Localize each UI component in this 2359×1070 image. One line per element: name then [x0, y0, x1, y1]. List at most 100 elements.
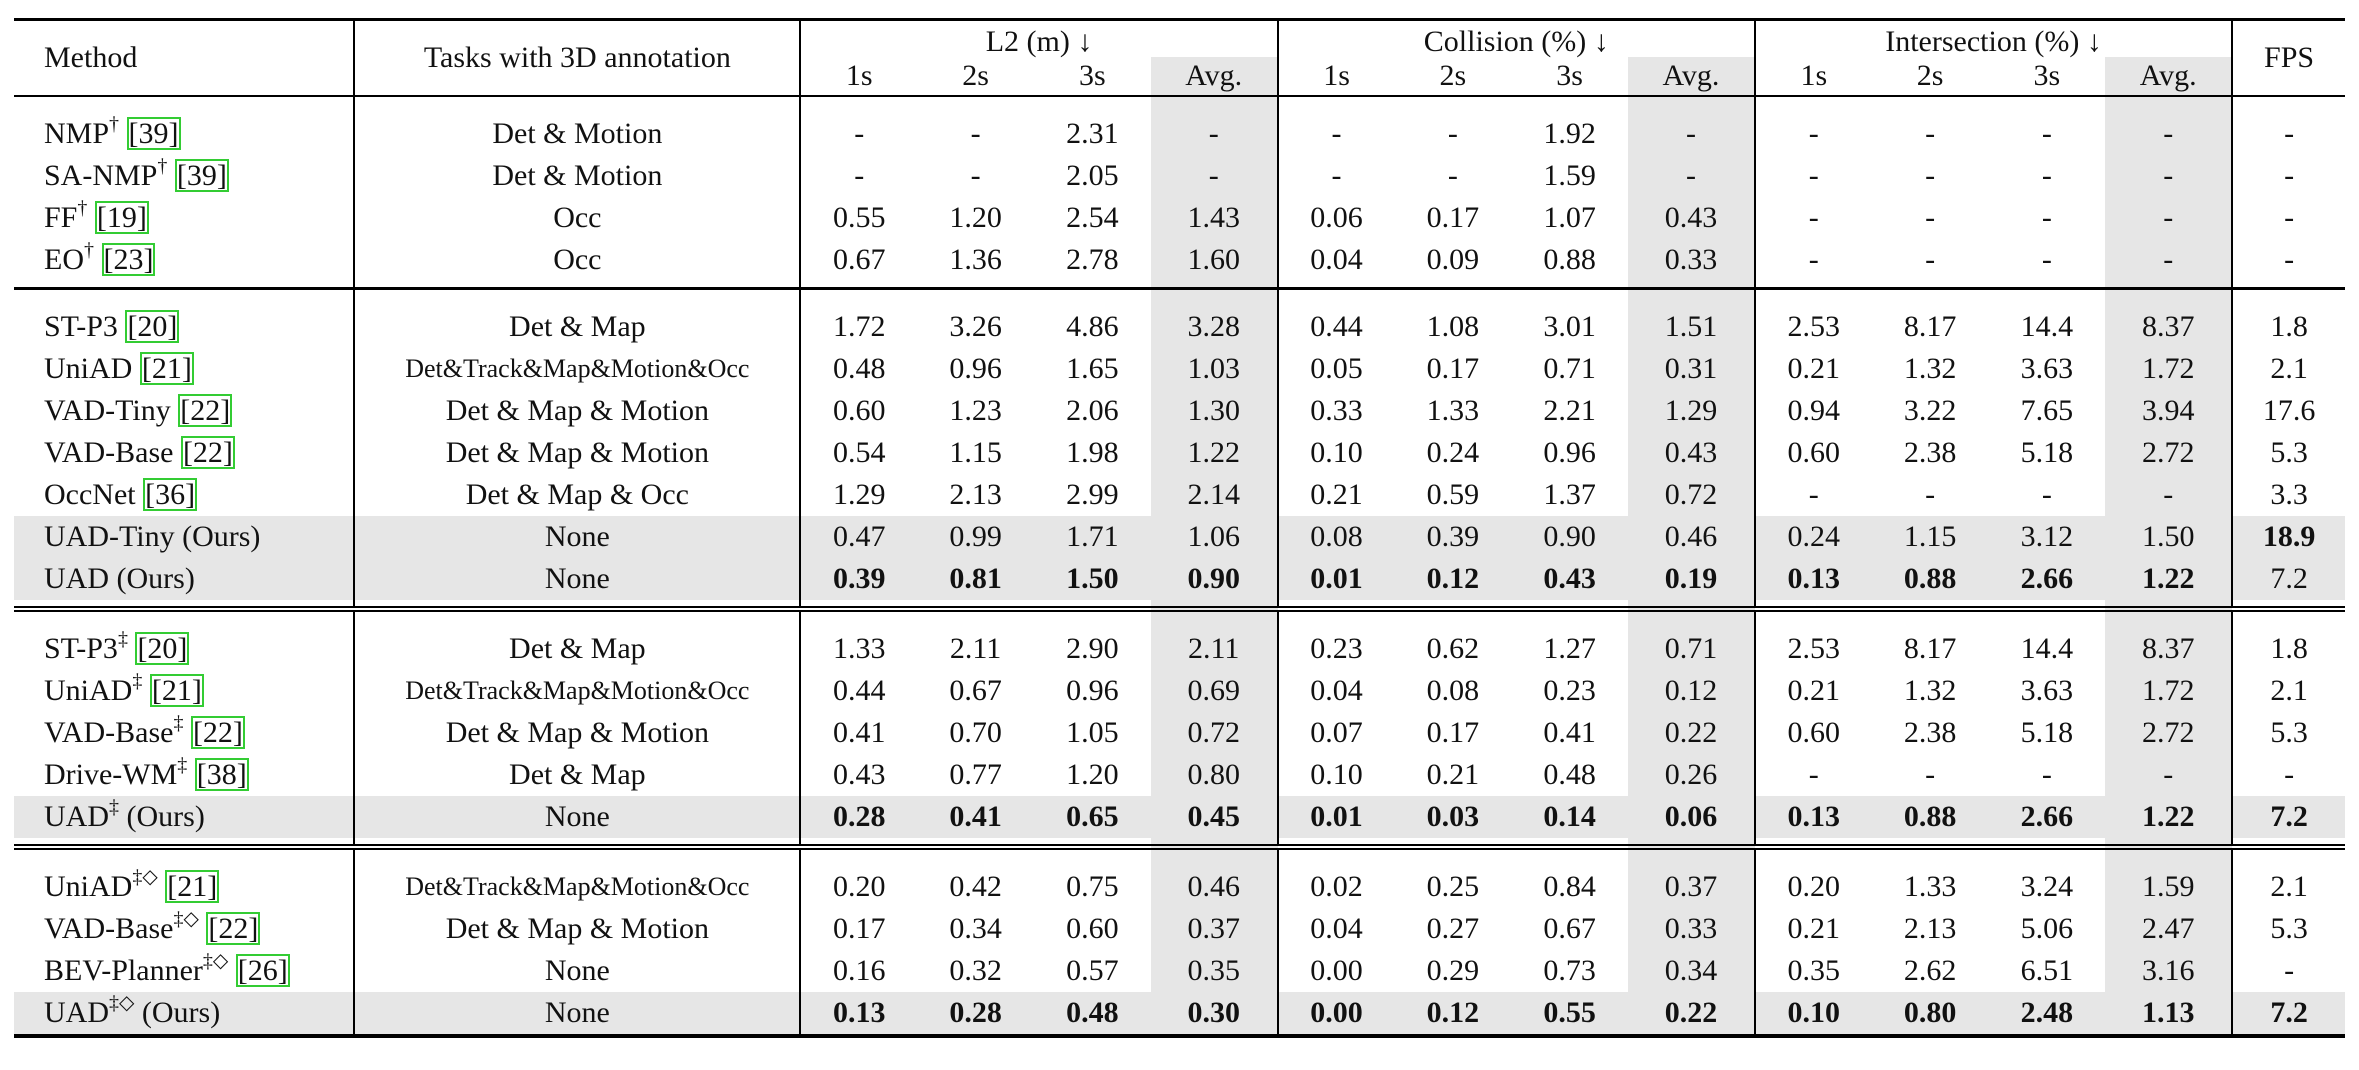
- value-cell: 14.4: [2020, 632, 2074, 665]
- method-name: OccNet: [44, 478, 136, 511]
- citation-link[interactable]: [21]: [139, 352, 194, 385]
- value-cell: 1.43: [1150, 197, 1278, 239]
- collision-group-header: Collision (%) ↓: [1276, 18, 1755, 57]
- method-cell: UniAD [21]: [14, 348, 354, 390]
- value-cell: 0.70: [949, 716, 1002, 749]
- value-cell: 2.78: [1066, 243, 1119, 276]
- tasks-cell: Det&Track&Map&Motion&Occ: [353, 670, 801, 712]
- method-name: FF: [44, 201, 78, 234]
- table-row: VAD-Base‡◇ [22] Det & Map & Motion 0.17 0.3…: [14, 908, 2345, 950]
- value-cell: 1.36: [949, 243, 1002, 276]
- value-cell: -: [2041, 117, 2052, 150]
- tasks-cell: None: [353, 992, 801, 1038]
- value-cell: 0.77: [949, 758, 1002, 791]
- table-row: UAD‡ (Ours) None 0.28 0.41 0.65 0.45 0.01 0.03 0…: [14, 796, 2345, 838]
- table-row: VAD-Tiny [22] Det & Map & Motion 0.60 1.23 2…: [14, 390, 2345, 432]
- citation-link[interactable]: [39]: [174, 159, 229, 192]
- citation-link[interactable]: [36]: [143, 478, 198, 511]
- method-cell: EO† [23]: [14, 239, 354, 281]
- value-cell: 1.72: [799, 306, 918, 348]
- value-cell: 0.44: [799, 670, 918, 712]
- value-cell: 0.21: [1753, 348, 1872, 390]
- value-cell: 0.37: [1150, 908, 1278, 950]
- value-cell: -: [799, 155, 918, 197]
- value-cell: -: [1276, 155, 1395, 197]
- value-cell: 0.06: [1276, 197, 1395, 239]
- citation-link[interactable]: [23]: [101, 243, 156, 276]
- subheader-l2-3s: 3s: [1033, 57, 1151, 97]
- value-cell: 0.72: [1150, 712, 1278, 754]
- method-name: Drive-WM: [44, 758, 178, 791]
- table-row: ST-P3‡ [20] Det & Map 1.33 2.11 2.90 2.11 0.23…: [14, 628, 2345, 670]
- value-cell: -: [1925, 117, 1936, 150]
- value-cell: 3.01: [1543, 310, 1596, 343]
- citation-link[interactable]: [22]: [180, 436, 235, 469]
- value-cell: 1.59: [2105, 866, 2233, 908]
- citation-link[interactable]: [21]: [165, 870, 220, 903]
- value-cell: 0.13: [1753, 796, 1872, 838]
- value-cell: -: [2105, 155, 2233, 197]
- value-cell: 0.34: [949, 912, 1002, 945]
- value-cell: 2.66: [1988, 558, 2106, 600]
- value-cell: 0.23: [1276, 628, 1395, 670]
- value-cell: 0.34: [1628, 950, 1755, 992]
- citation-link[interactable]: [22]: [206, 912, 261, 945]
- value-cell: 0.00: [1276, 992, 1395, 1038]
- value-cell: 2.1: [2231, 866, 2345, 908]
- value-cell: 1.29: [799, 474, 918, 516]
- citation-link[interactable]: [26]: [235, 954, 290, 987]
- table-body: NMP† [39] Det & Motion - -2.31- - -1.92- - - - - -…: [14, 96, 2345, 1038]
- value-cell: 1.50: [1033, 558, 1151, 600]
- value-cell: 3.22: [1903, 394, 1957, 427]
- value-cell: 0.16: [799, 950, 918, 992]
- value-cell: 0.67: [799, 239, 918, 281]
- l2-group-header: L2 (m) ↓: [799, 18, 1278, 57]
- citation-link[interactable]: [22]: [178, 394, 233, 427]
- citation-link[interactable]: [38]: [194, 758, 249, 791]
- table-row: ST-P3 [20] Det & Map 1.72 3.26 4.86 3.28 0.44 1…: [14, 306, 2345, 348]
- value-cell: 0.99: [917, 516, 1034, 558]
- method-cell: ST-P3 [20]: [14, 306, 354, 348]
- citation-link[interactable]: [39]: [126, 117, 181, 150]
- value-cell: 0.21: [1426, 758, 1480, 791]
- method-superscript: ‡: [117, 628, 128, 650]
- value-cell: 1.30: [1150, 390, 1278, 432]
- value-cell: -: [1150, 155, 1278, 197]
- value-cell: 0.81: [917, 558, 1034, 600]
- value-cell: 1.13: [2105, 992, 2233, 1038]
- value-cell: 0.69: [1150, 670, 1278, 712]
- table-row: UAD-Tiny (Ours) None 0.47 0.99 1.71 1.06 0.08 0…: [14, 516, 2345, 558]
- value-cell: 1.8: [2231, 628, 2345, 670]
- value-cell: 2.05: [1066, 159, 1119, 192]
- value-cell: -: [1753, 239, 1872, 281]
- citation-link[interactable]: [20]: [125, 310, 180, 343]
- value-cell: 2.31: [1066, 117, 1119, 150]
- value-cell: 2.54: [1066, 201, 1119, 234]
- value-cell: 1.23: [949, 394, 1002, 427]
- citation-link[interactable]: [19]: [94, 201, 149, 234]
- tasks-cell: Det & Map & Occ: [353, 474, 801, 516]
- method-superscript: ‡: [132, 670, 143, 692]
- tasks-cell: None: [353, 516, 801, 558]
- subheader-intersection-2s: 2s: [1871, 57, 1989, 97]
- value-cell: 0.54: [799, 432, 918, 474]
- citation-link[interactable]: [22]: [190, 716, 245, 749]
- value-cell: 0.67: [1543, 912, 1596, 945]
- value-cell: -: [2231, 950, 2345, 992]
- method-name: VAD-Tiny: [44, 394, 171, 427]
- value-cell: 0.22: [1628, 712, 1755, 754]
- citation-link[interactable]: [20]: [135, 632, 190, 665]
- value-cell: 0.88: [1871, 796, 1989, 838]
- value-cell: 1.71: [1033, 516, 1151, 558]
- value-cell: -: [1753, 474, 1872, 516]
- citation-link[interactable]: [21]: [149, 674, 204, 707]
- value-cell: 0.48: [1033, 992, 1151, 1038]
- table-row: UniAD‡◇ [21] Det&Track&Map&Motion&Occ 0.20…: [14, 866, 2345, 908]
- value-cell: 1.22: [1150, 432, 1278, 474]
- value-cell: 0.13: [1753, 558, 1872, 600]
- value-cell: -: [799, 113, 918, 155]
- table-row: UniAD‡ [21] Det&Track&Map&Motion&Occ 0.44 0…: [14, 670, 2345, 712]
- value-cell: 2.06: [1066, 394, 1119, 427]
- value-cell: 0.33: [1628, 908, 1755, 950]
